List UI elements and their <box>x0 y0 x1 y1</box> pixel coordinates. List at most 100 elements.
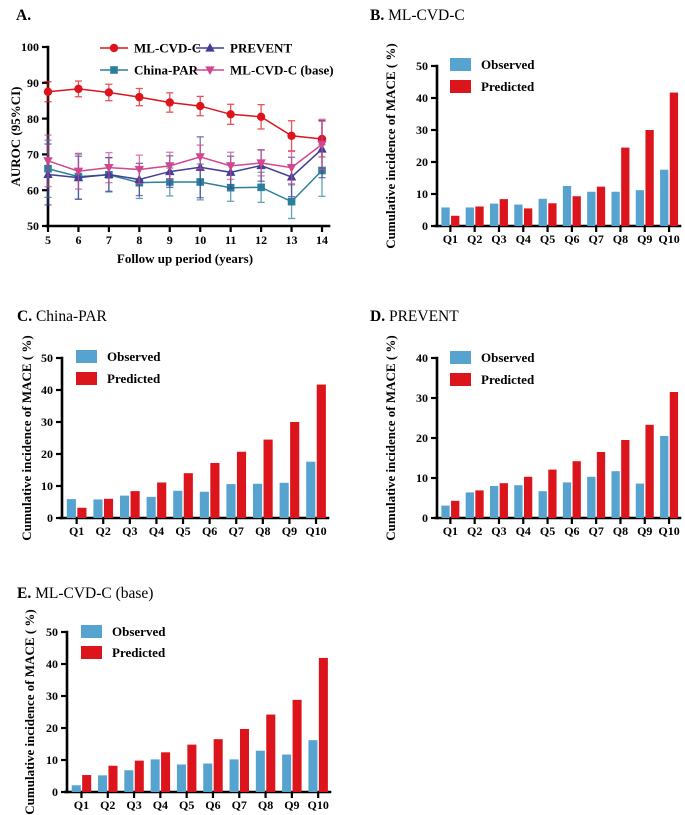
svg-text:Q2: Q2 <box>467 524 482 538</box>
auroc-line-chart: 50 60 70 80 90 100 5 6 7 8 9 10 11 12 13 14 Follow up pe… <box>8 40 334 266</box>
svg-text:Q8: Q8 <box>613 524 628 538</box>
y-ticks: 0 10 20 30 40 50 <box>416 59 437 233</box>
panel-d-name: PREVENT <box>388 308 459 325</box>
predicted-bar <box>596 452 606 518</box>
observed-bar <box>66 499 76 518</box>
legend: Observed Predicted <box>450 57 535 94</box>
svg-text:50: 50 <box>41 351 53 365</box>
predicted-bar <box>134 760 144 792</box>
legend-swatch <box>450 80 471 93</box>
predicted-bar <box>523 208 533 226</box>
svg-text:Q8: Q8 <box>258 798 273 812</box>
svg-text:Q4: Q4 <box>153 798 168 812</box>
predicted-bar <box>548 469 557 518</box>
observed-bar <box>150 759 160 792</box>
svg-text:14: 14 <box>316 233 328 247</box>
predicted-bar <box>475 490 484 518</box>
panel-c-name: China-PAR <box>35 308 107 325</box>
svg-text:10: 10 <box>416 187 428 201</box>
ml-cvd-c-bar-chart: 0 10 20 30 40 50 Q1 Q2 Q3 Q4 Q5 Q6 Q7 Q8 Q9 Q10 Cumulati… <box>383 43 682 249</box>
svg-text:50: 50 <box>46 625 58 639</box>
svg-text:100: 100 <box>21 40 39 54</box>
predicted-bar <box>645 130 654 226</box>
series-ml-cvd-c <box>43 80 327 158</box>
predicted-bar <box>499 483 508 518</box>
y-axis-label: Cumulative incidence of MACE ( %) <box>383 335 398 540</box>
observed-bar <box>255 750 265 792</box>
observed-bar <box>282 754 292 792</box>
y-ticks: 50 60 70 80 90 100 <box>21 40 48 233</box>
predicted-bar <box>475 206 484 226</box>
predicted-bar <box>108 765 118 792</box>
observed-bar <box>514 204 523 226</box>
y-axis-label: Cumulative incidence of MACE ( %) <box>383 43 398 248</box>
svg-text:Predicted: Predicted <box>107 371 161 386</box>
legend-swatch <box>81 646 102 659</box>
svg-text:Predicted: Predicted <box>481 372 535 387</box>
svg-text:0: 0 <box>422 219 428 233</box>
predicted-bar <box>596 186 606 226</box>
predicted-bar <box>451 500 460 518</box>
svg-text:Q5: Q5 <box>179 798 194 812</box>
panel-d-title: D. PREVENT <box>370 308 459 325</box>
panel-e-name: ML-CVD-C (base) <box>35 585 154 602</box>
bars <box>441 392 679 518</box>
error-bars <box>44 118 326 190</box>
observed-bar <box>119 495 130 518</box>
x-ticks: Q1 Q2 Q3 Q4 Q5 Q6 Q7 Q8 Q9 Q10 <box>443 518 680 538</box>
legend-swatch <box>450 373 471 386</box>
svg-text:Q5: Q5 <box>540 232 555 246</box>
panel-c-letter: C. <box>17 308 33 325</box>
predicted-bar <box>548 203 557 226</box>
svg-text:20: 20 <box>46 721 58 735</box>
svg-text:Q6: Q6 <box>564 232 579 246</box>
svg-text:30: 30 <box>416 391 428 405</box>
svg-text:11: 11 <box>225 233 236 247</box>
svg-text:Q3: Q3 <box>491 232 506 246</box>
svg-text:90: 90 <box>27 76 39 90</box>
legend-swatch <box>450 58 471 71</box>
svg-text:ML-CVD-C: ML-CVD-C <box>134 41 201 56</box>
observed-bar <box>124 770 134 792</box>
observed-bar <box>660 169 669 226</box>
svg-text:20: 20 <box>416 431 428 445</box>
panel-b-letter: B. <box>370 7 385 24</box>
svg-text:9: 9 <box>167 233 173 247</box>
panel-d-letter: D. <box>370 308 386 325</box>
svg-text:Q2: Q2 <box>96 524 111 538</box>
panel-c-title: C. China-PAR <box>17 308 107 325</box>
svg-text:ML-CVD-C (base): ML-CVD-C (base) <box>230 63 334 78</box>
observed-bar <box>465 492 474 518</box>
predicted-bar <box>236 451 247 518</box>
svg-text:12: 12 <box>255 233 267 247</box>
predicted-bar <box>316 384 326 518</box>
svg-text:Q9: Q9 <box>282 524 297 538</box>
svg-text:Observed: Observed <box>481 57 535 72</box>
predicted-bar <box>290 422 300 518</box>
observed-bar <box>489 486 499 518</box>
svg-text:Q10: Q10 <box>658 232 679 246</box>
legend: Observed Predicted <box>76 349 161 386</box>
svg-text:Observed: Observed <box>107 349 161 364</box>
svg-text:Q5: Q5 <box>540 524 555 538</box>
y-axis-label: AUROC (95%CI) <box>8 86 23 186</box>
svg-text:30: 30 <box>46 689 58 703</box>
y-ticks: 0 10 20 30 40 50 <box>46 625 67 799</box>
x-ticks: Q1 Q2 Q3 Q4 Q5 Q6 Q7 Q8 Q9 Q10 <box>69 518 327 538</box>
svg-text:20: 20 <box>41 447 53 461</box>
panel-e-letter: E. <box>17 585 32 602</box>
predicted-bar <box>157 482 167 518</box>
svg-text:Q9: Q9 <box>637 232 652 246</box>
observed-bar <box>489 203 499 226</box>
svg-text:Q9: Q9 <box>284 798 299 812</box>
y-ticks: 0 10 20 30 40 50 <box>41 351 62 525</box>
observed-bar <box>176 764 186 792</box>
bars <box>71 657 328 792</box>
predicted-bar <box>318 657 328 792</box>
panel-b-name: ML-CVD-C <box>388 7 465 24</box>
svg-text:Q7: Q7 <box>588 232 603 246</box>
svg-text:Predicted: Predicted <box>112 645 166 660</box>
predicted-bar <box>183 473 193 518</box>
observed-bar <box>660 436 669 518</box>
observed-bar <box>441 207 450 226</box>
